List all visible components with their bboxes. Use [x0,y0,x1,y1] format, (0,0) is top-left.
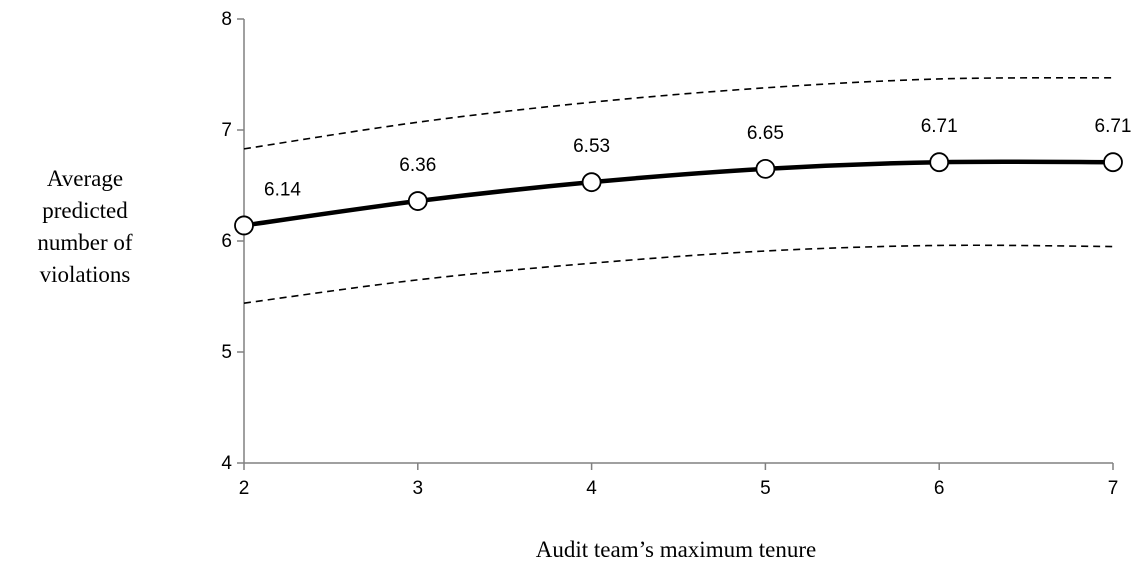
y-tick-label: 6 [221,231,232,252]
data-point-marker [581,172,602,193]
data-label: 6.71 [1095,116,1132,137]
x-axis-title: Audit team’s maximum tenure [536,537,816,562]
y-axis-title: Average predicted number of violations [37,166,133,287]
lower-bound-line [243,244,1114,304]
y-axis-title-line: predicted [42,198,128,223]
x-tick-label: 4 [586,478,597,499]
y-tick-label: 8 [221,9,232,30]
data-label: 6.36 [399,155,436,176]
data-point-marker [234,215,254,236]
x-tick-label: 7 [1108,478,1119,499]
estimate-line [243,159,1114,228]
x-tick-label: 6 [934,478,945,499]
data-label: 6.65 [747,123,784,144]
x-tick-label: 3 [413,478,424,499]
data-point-marker [1103,152,1123,173]
data-label: 6.53 [573,136,610,157]
y-axis-title-line: number of [37,230,133,255]
axes: 4 5 6 7 8 2 3 4 5 6 7 [221,9,1118,499]
upper-bound-line [243,77,1114,150]
y-tick-label: 7 [221,120,232,141]
labels-layer: 6.14 6.36 6.53 6.65 6.71 6.71 [234,116,1132,236]
series-layer [243,77,1114,304]
x-tick-label: 2 [239,478,250,499]
data-point-marker [407,191,428,211]
y-tick-label: 5 [221,342,232,363]
x-tick-label: 5 [760,478,771,499]
data-label: 6.14 [264,179,301,200]
y-axis-title-line: violations [40,262,131,287]
data-point-marker [929,152,950,173]
y-axis-title-line: Average [47,166,123,191]
data-point-marker [755,158,776,179]
y-tick-label: 4 [221,453,232,474]
data-label: 6.71 [921,116,958,137]
